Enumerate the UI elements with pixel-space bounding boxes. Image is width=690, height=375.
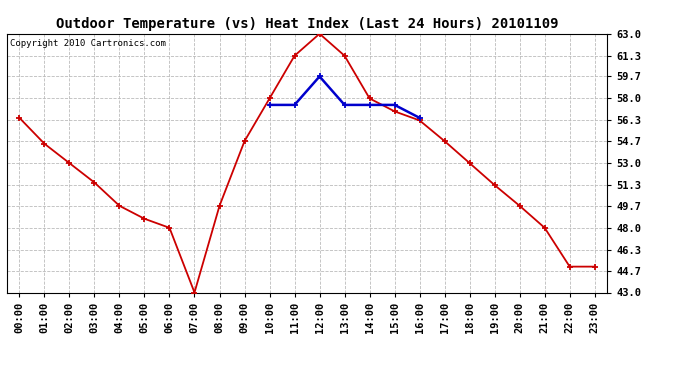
Title: Outdoor Temperature (vs) Heat Index (Last 24 Hours) 20101109: Outdoor Temperature (vs) Heat Index (Las… <box>56 17 558 31</box>
Text: Copyright 2010 Cartronics.com: Copyright 2010 Cartronics.com <box>10 39 166 48</box>
